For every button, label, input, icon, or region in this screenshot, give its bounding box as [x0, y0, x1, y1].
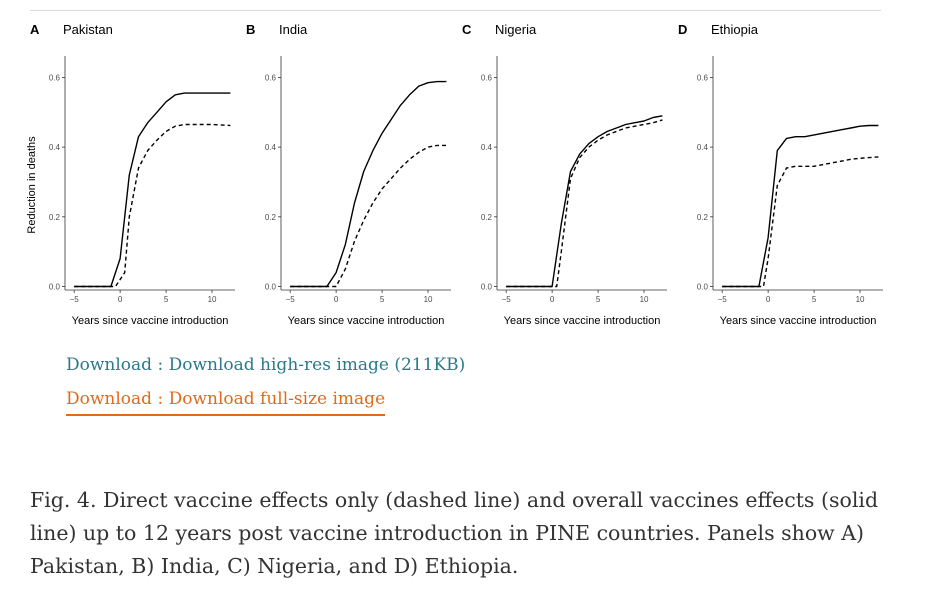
overall-effects-solid-line	[74, 92, 231, 288]
direct-effects-dashed-line	[74, 123, 231, 288]
y-tick-label: 0.6	[481, 73, 493, 82]
panel-letter: B	[246, 22, 255, 37]
panel-letter: D	[678, 22, 687, 37]
panel-title: Nigeria	[495, 22, 537, 37]
figure-panels: A Pakistan 0.0 0.2 0.4 0.6 −5 0 5 10 Years since v…	[26, 22, 883, 327]
direct-effects-dashed-line	[290, 144, 447, 288]
y-tick-label: 0.2	[697, 213, 709, 222]
x-tick-label: −5	[286, 295, 296, 304]
y-tick-label: 0.0	[265, 283, 277, 292]
x-tick-label: −5	[502, 295, 512, 304]
x-tick-label: 10	[208, 295, 217, 304]
y-tick-label: 0.2	[481, 213, 493, 222]
download-high-res-link[interactable]: Download : Download high-res image (211K…	[66, 355, 466, 375]
panel-letter: C	[462, 22, 472, 37]
panel-letter: A	[30, 22, 40, 37]
panel-title: India	[279, 22, 308, 37]
y-tick-label: 0.4	[265, 143, 277, 152]
y-tick-label: 0.6	[49, 73, 61, 82]
x-axis-label: Years since vaccine introduction	[288, 315, 445, 327]
y-tick-label: 0.6	[265, 73, 277, 82]
direct-effects-dashed-line	[506, 119, 663, 288]
x-tick-label: 0	[118, 295, 123, 304]
x-tick-label: 5	[596, 295, 601, 304]
y-tick-label: 0.0	[481, 283, 493, 292]
x-axis-label: Years since vaccine introduction	[720, 315, 877, 327]
x-axis-label: Years since vaccine introduction	[504, 315, 661, 327]
x-tick-label: 10	[424, 295, 433, 304]
top-divider	[30, 10, 881, 11]
x-tick-label: 0	[766, 295, 771, 304]
y-tick-label: 0.4	[481, 143, 493, 152]
x-tick-label: 0	[334, 295, 339, 304]
x-tick-label: 0	[550, 295, 555, 304]
panel-title: Pakistan	[63, 22, 113, 37]
x-tick-label: 5	[380, 295, 385, 304]
x-tick-label: −5	[70, 295, 80, 304]
panel-title: Ethiopia	[711, 22, 759, 37]
y-tick-label: 0.2	[49, 213, 61, 222]
x-tick-label: 10	[640, 295, 649, 304]
figure-caption: Fig. 4. Direct vaccine effects only (das…	[30, 488, 879, 578]
y-tick-label: 0.4	[49, 143, 61, 152]
x-tick-label: 5	[164, 295, 169, 304]
overall-effects-solid-line	[722, 124, 879, 288]
x-tick-label: −5	[718, 295, 728, 304]
x-axis-label: Years since vaccine introduction	[72, 315, 229, 327]
x-tick-label: 5	[812, 295, 817, 304]
y-tick-label: 0.2	[265, 213, 277, 222]
direct-effects-dashed-line	[722, 156, 879, 288]
y-axis-label: Reduction in deaths	[26, 136, 38, 234]
x-tick-label: 10	[856, 295, 865, 304]
overall-effects-solid-line	[290, 80, 447, 288]
overall-effects-solid-line	[506, 115, 663, 288]
y-tick-label: 0.4	[697, 143, 709, 152]
y-tick-label: 0.0	[49, 283, 61, 292]
download-full-size-link[interactable]: Download : Download full-size image	[66, 389, 386, 416]
y-tick-label: 0.0	[697, 283, 709, 292]
y-tick-label: 0.6	[697, 73, 709, 82]
